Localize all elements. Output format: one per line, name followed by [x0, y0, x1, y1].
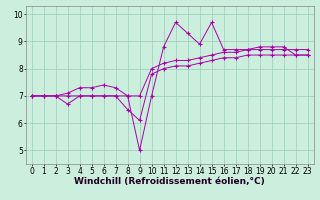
X-axis label: Windchill (Refroidissement éolien,°C): Windchill (Refroidissement éolien,°C) [74, 177, 265, 186]
